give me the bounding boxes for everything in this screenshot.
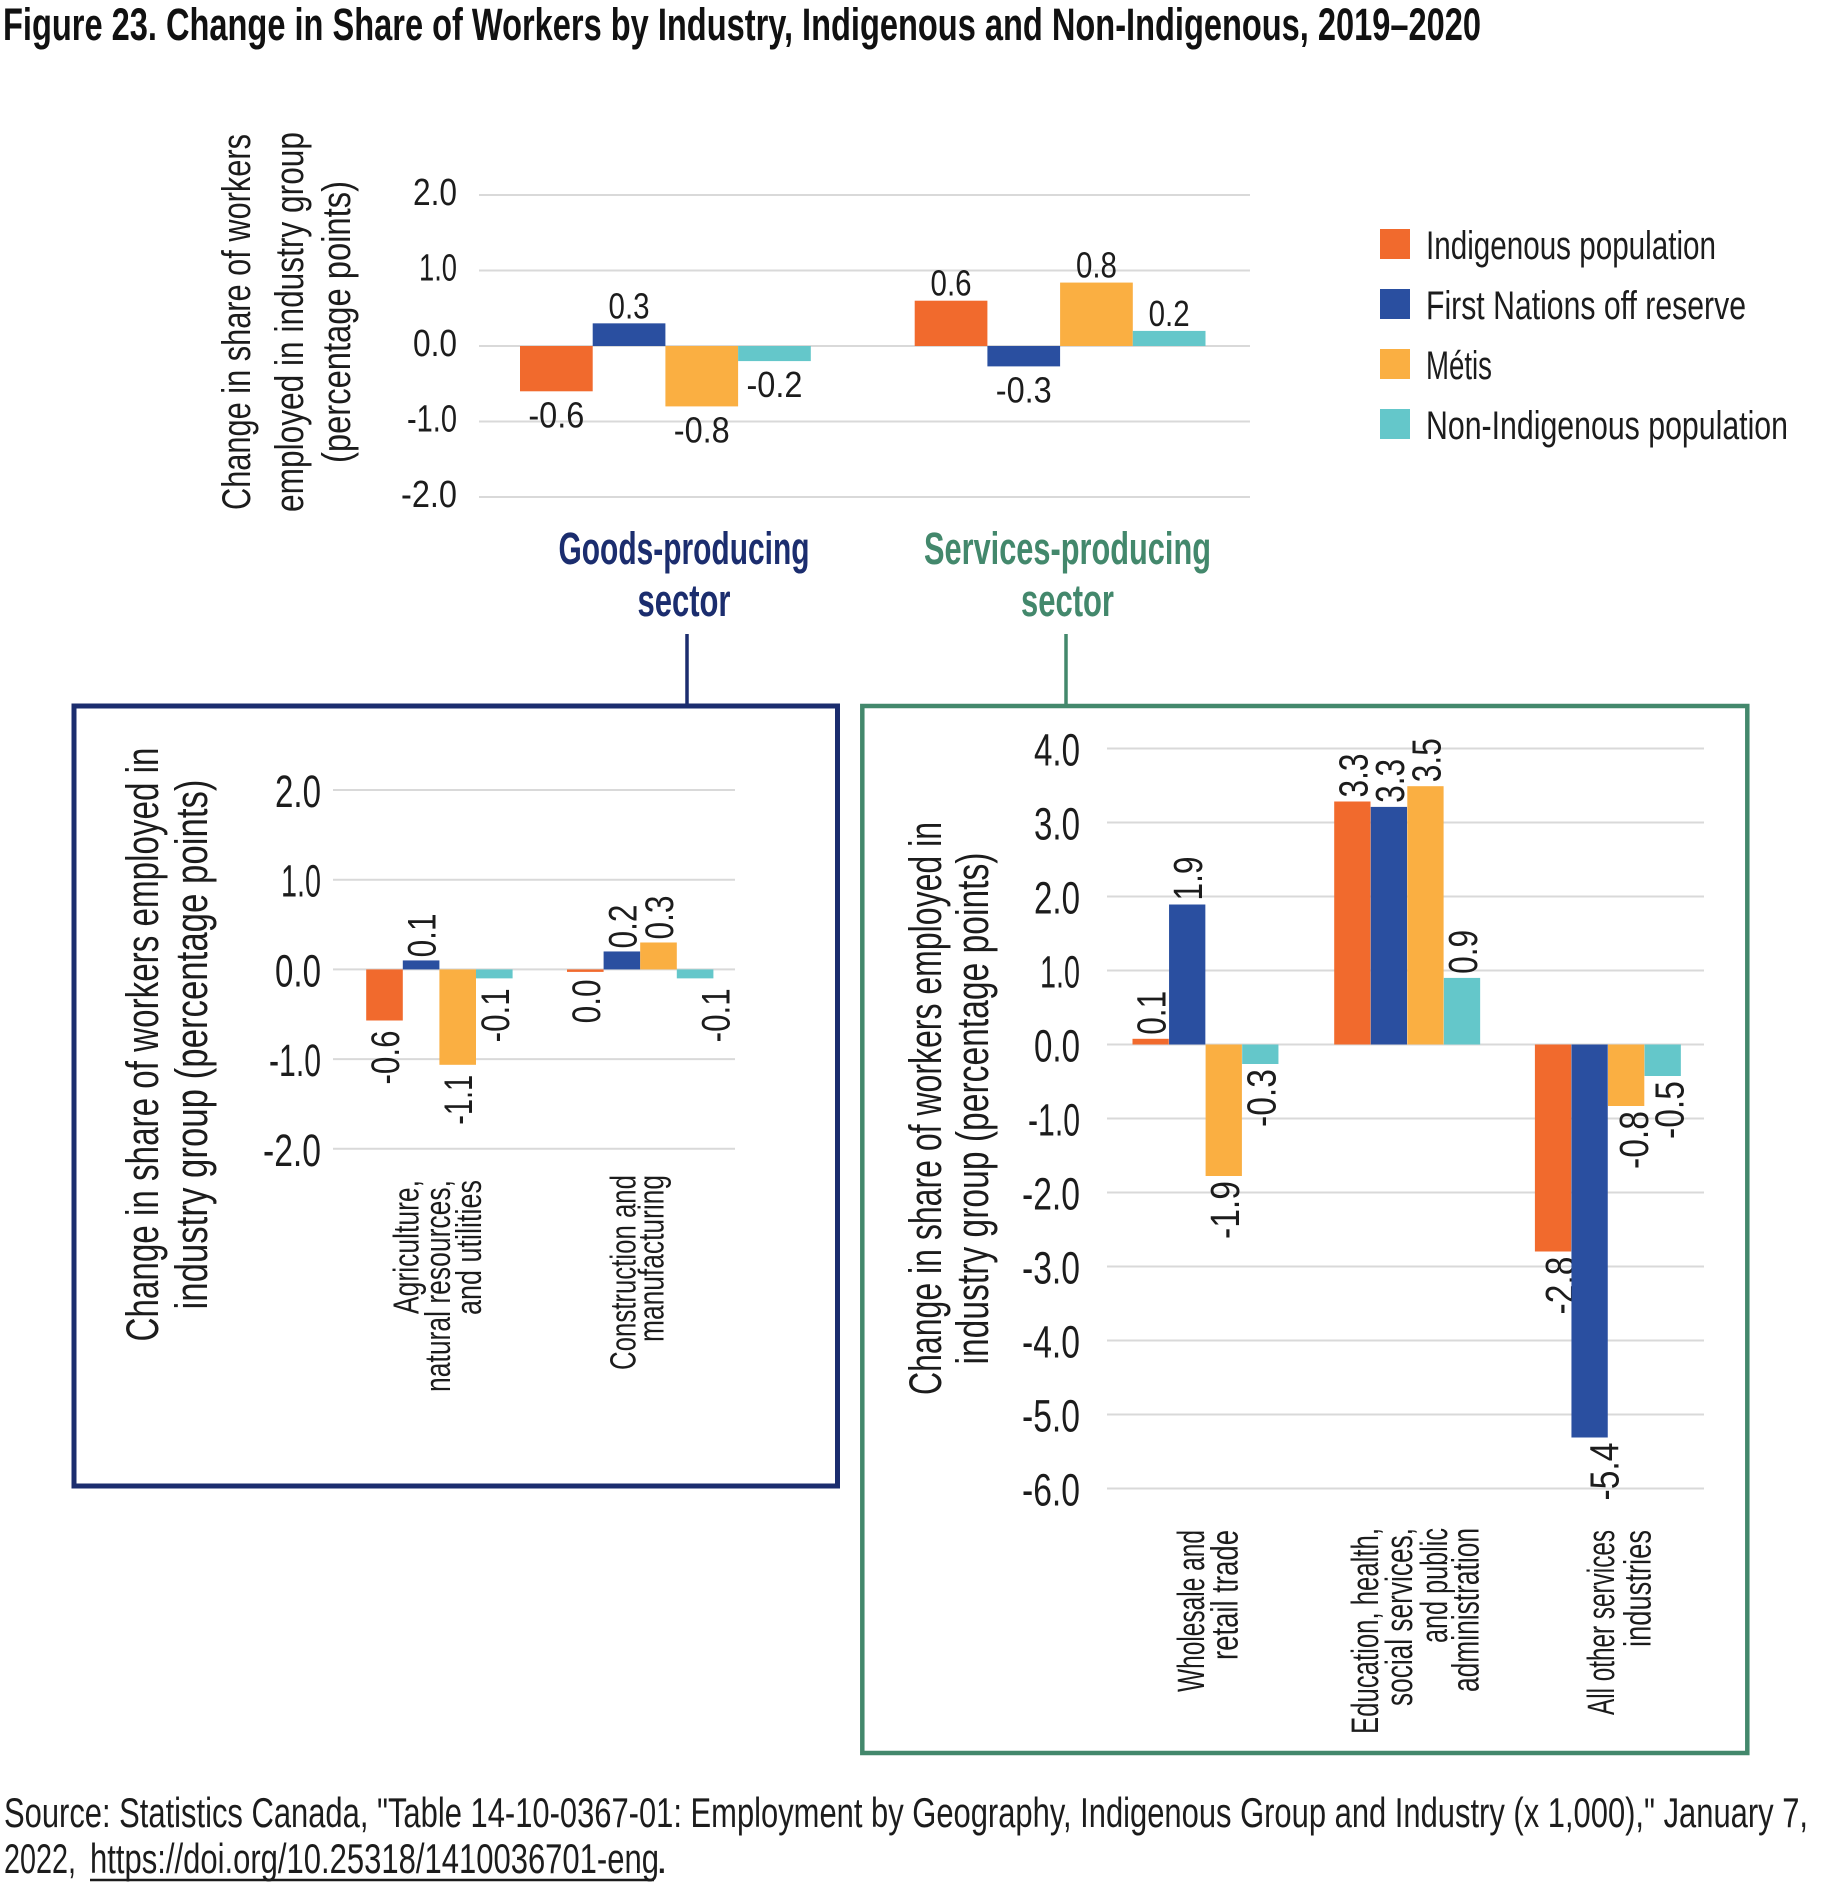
svg-text:-5.0: -5.0: [1022, 1391, 1080, 1442]
svg-text:-1.1: -1.1: [437, 1075, 481, 1125]
svg-text:and public: and public: [1414, 1528, 1456, 1643]
svg-text:0.6: 0.6: [931, 263, 972, 304]
svg-text:manufacturing: manufacturing: [631, 1175, 672, 1342]
svg-text:0.1: 0.1: [1129, 991, 1175, 1035]
svg-text:administration: administration: [1446, 1528, 1488, 1692]
svg-text:social services,: social services,: [1379, 1528, 1421, 1706]
svg-text:(percentage points): (percentage points): [315, 181, 359, 463]
svg-text:https://doi.org/10.25318/14100: https://doi.org/10.25318/1410036701-eng: [90, 1835, 659, 1882]
svg-text:1.0: 1.0: [281, 856, 321, 907]
svg-text:Agriculture,: Agriculture,: [386, 1180, 427, 1314]
svg-text:Change in share of workers: Change in share of workers: [215, 134, 259, 510]
svg-text:3.0: 3.0: [1034, 799, 1080, 850]
svg-text:-0.3: -0.3: [1238, 1069, 1284, 1127]
svg-text:-1.0: -1.0: [1028, 1095, 1080, 1146]
svg-text:0.2: 0.2: [601, 904, 645, 948]
svg-text:-5.4: -5.4: [1582, 1443, 1628, 1501]
svg-text:industries: industries: [1618, 1530, 1660, 1647]
svg-text:industry group (percentage poi: industry group (percentage points): [166, 780, 217, 1310]
svg-text:Construction and: Construction and: [603, 1175, 644, 1370]
svg-text:0.0: 0.0: [565, 979, 609, 1023]
svg-text:natural resources,: natural resources,: [417, 1180, 458, 1392]
svg-text:1.0: 1.0: [1040, 947, 1080, 998]
svg-text:Services-producing: Services-producing: [924, 523, 1211, 574]
svg-text:Figure 23. Change in Share of: Figure 23. Change in Share of Workers by…: [3, 0, 1481, 50]
svg-text:2.0: 2.0: [413, 172, 457, 214]
svg-text:3.5: 3.5: [1403, 738, 1449, 782]
svg-text:and utilities: and utilities: [448, 1180, 489, 1315]
svg-text:-1.0: -1.0: [407, 399, 457, 441]
svg-text:2022,: 2022,: [4, 1835, 76, 1882]
svg-text:Goods-producing: Goods-producing: [559, 523, 810, 574]
svg-text:Education, health,: Education, health,: [1345, 1528, 1387, 1734]
svg-text:-0.8: -0.8: [674, 409, 730, 450]
svg-text:-2.0: -2.0: [263, 1125, 321, 1176]
svg-text:-1.0: -1.0: [269, 1035, 321, 1086]
svg-text:Métis: Métis: [1426, 344, 1492, 388]
svg-text:2.0: 2.0: [275, 766, 321, 817]
svg-text:3.3: 3.3: [1367, 759, 1413, 803]
svg-text:Change in share of workers emp: Change in share of workers employed in: [900, 822, 951, 1395]
svg-text:2.0: 2.0: [1034, 873, 1080, 924]
svg-text:0.0: 0.0: [1034, 1021, 1080, 1072]
svg-text:sector: sector: [1021, 575, 1114, 626]
svg-text:-1.9: -1.9: [1202, 1181, 1248, 1239]
svg-text:sector: sector: [638, 575, 731, 626]
svg-text:First Nations off reserve: First Nations off reserve: [1426, 284, 1746, 328]
svg-text:Change in share of workers emp: Change in share of workers employed in: [117, 748, 168, 1342]
svg-text:0.0: 0.0: [413, 323, 457, 365]
svg-text:All other services: All other services: [1581, 1530, 1623, 1715]
svg-text:0.1: 0.1: [401, 913, 445, 957]
svg-text:0.8: 0.8: [1076, 245, 1117, 286]
svg-text:-0.8: -0.8: [1611, 1111, 1657, 1169]
svg-text:Indigenous population: Indigenous population: [1426, 224, 1716, 268]
svg-text:0.9: 0.9: [1440, 930, 1486, 974]
svg-text:0.3: 0.3: [638, 895, 682, 939]
svg-text:0.3: 0.3: [609, 285, 650, 326]
svg-text:0.2: 0.2: [1149, 293, 1190, 334]
svg-text:-6.0: -6.0: [1022, 1465, 1080, 1516]
svg-text:3.3: 3.3: [1330, 754, 1376, 798]
svg-text:industry group (percentage poi: industry group (percentage points): [947, 853, 998, 1365]
svg-text:Non-Indigenous population: Non-Indigenous population: [1426, 404, 1788, 448]
svg-text:-4.0: -4.0: [1022, 1317, 1080, 1368]
svg-text:-2.0: -2.0: [401, 474, 457, 516]
svg-text:-0.3: -0.3: [996, 369, 1052, 410]
svg-text:-0.1: -0.1: [695, 988, 739, 1042]
svg-text:retail trade: retail trade: [1204, 1530, 1246, 1660]
svg-text:employed in industry group: employed in industry group: [268, 132, 312, 512]
svg-text:-2.0: -2.0: [1022, 1169, 1080, 1220]
svg-text:-0.1: -0.1: [474, 988, 518, 1042]
svg-text:-0.2: -0.2: [746, 364, 802, 405]
svg-text:-3.0: -3.0: [1022, 1243, 1080, 1294]
svg-text:-0.6: -0.6: [364, 1031, 408, 1085]
svg-text:-0.5: -0.5: [1647, 1081, 1693, 1139]
svg-text:-0.6: -0.6: [528, 394, 584, 435]
svg-text:1.0: 1.0: [419, 248, 457, 290]
svg-text:Wholesale and: Wholesale and: [1171, 1530, 1213, 1692]
svg-text:Source: Statistics Canada, "Ta: Source: Statistics Canada, "Table 14-10-…: [4, 1789, 1808, 1836]
svg-text:0.0: 0.0: [275, 945, 321, 996]
svg-text:4.0: 4.0: [1034, 725, 1080, 776]
svg-text:1.9: 1.9: [1165, 857, 1211, 901]
svg-text:.: .: [656, 1835, 668, 1882]
